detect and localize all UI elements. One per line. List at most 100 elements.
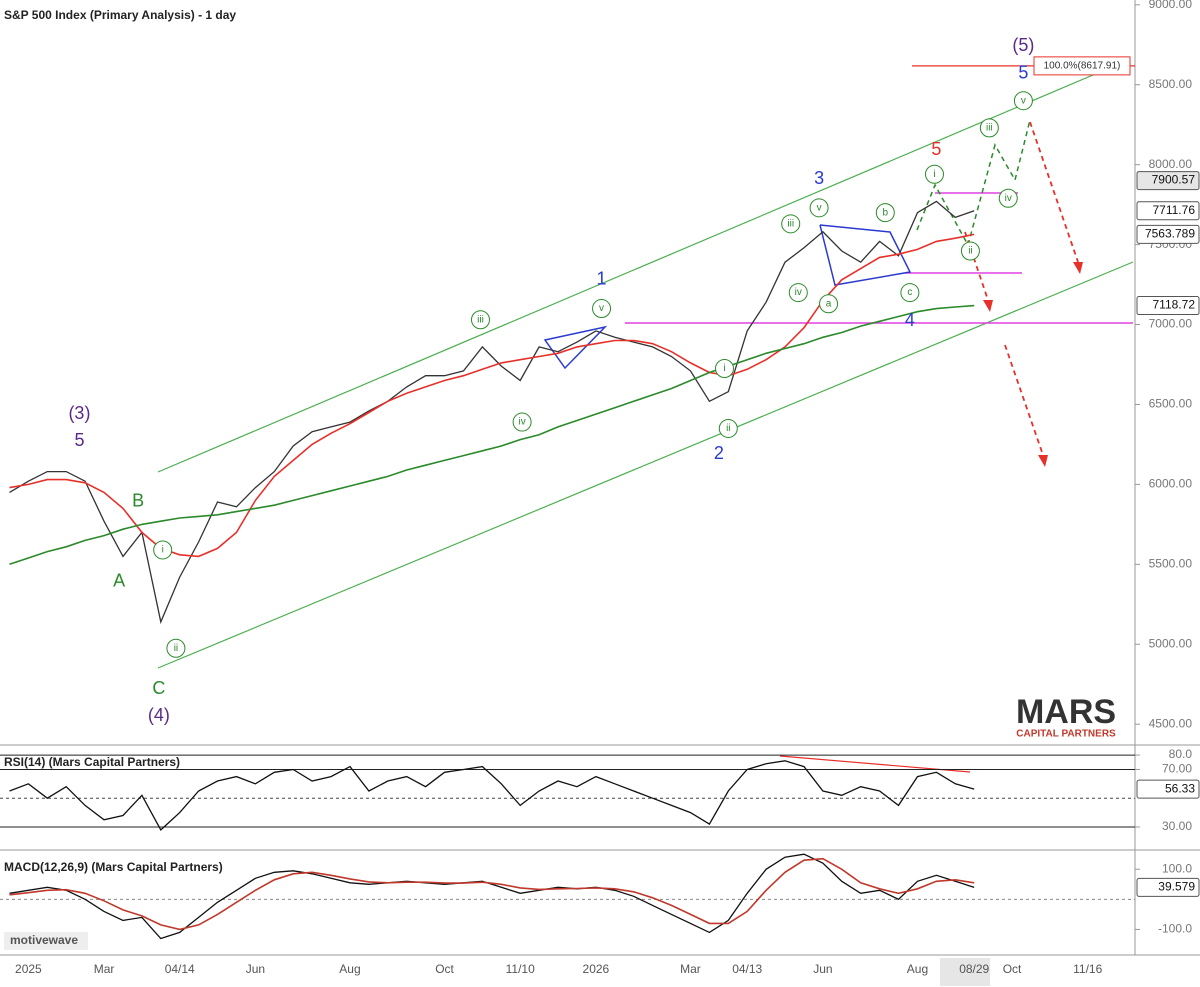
x-tick-label: 2025: [15, 962, 42, 976]
wave-label: iv: [518, 417, 525, 428]
wave-label: a: [826, 298, 832, 309]
x-tick-label: Mar: [94, 962, 115, 976]
wave-label: ii: [726, 423, 730, 434]
price-marker: [1136, 171, 1200, 191]
wave-label: c: [907, 287, 912, 298]
wave-label: iii: [986, 123, 993, 134]
wave-label: iii: [477, 314, 484, 325]
y-tick-label: 6500.00: [1149, 397, 1193, 411]
wave-circle: [875, 203, 895, 223]
arrow-head: [1038, 455, 1048, 467]
arrow-head: [983, 300, 993, 312]
arrow-head: [1073, 262, 1083, 274]
price-marker-label: 7900.57: [1152, 173, 1196, 187]
rsi-title: RSI(14) (Mars Capital Partners): [4, 755, 180, 769]
x-tick-label: Oct: [1003, 962, 1022, 976]
wave-label: 5: [931, 139, 941, 159]
wave-circle: [819, 294, 839, 314]
price-marker-label: 39.579: [1158, 880, 1195, 894]
wave-label: B: [132, 491, 144, 511]
wave-circle: [900, 283, 920, 303]
y-tick-label: 9000.00: [1149, 0, 1193, 11]
wave-circle: [924, 164, 944, 184]
price-marker-label: 7563.789: [1145, 227, 1195, 241]
wave-circle: [788, 283, 808, 303]
arrow: [1004, 344, 1044, 456]
x-tick-label: 04/13: [732, 962, 762, 976]
wave-circle: [718, 418, 738, 438]
price-marker: [1136, 296, 1200, 316]
watermark-box: [4, 932, 88, 950]
series-line: [9, 760, 975, 831]
wave-label: i: [162, 545, 164, 556]
channel-line: [157, 261, 1134, 669]
x-tick-label: 04/14: [165, 962, 195, 976]
wave-label: 5: [74, 430, 84, 450]
x-tick-label: Aug: [907, 962, 928, 976]
wave-label: v: [1021, 95, 1026, 106]
x-tick-label: Jun: [246, 962, 265, 976]
wave-label: (5): [1012, 35, 1034, 55]
y-tick-label: 100.0: [1162, 861, 1192, 875]
wave-label: v: [817, 202, 822, 213]
wave-circle: [470, 310, 490, 330]
chart-title: S&P 500 Index (Primary Analysis) - 1 day: [4, 8, 236, 22]
y-tick-label: 80.0: [1169, 747, 1193, 761]
logo: MARS: [1016, 693, 1116, 731]
target-label: 100.0%(8617.91): [1044, 61, 1121, 72]
wave-circle: [153, 540, 173, 560]
x-tick-label: Mar: [680, 962, 701, 976]
wave-label: 1: [597, 269, 607, 289]
macd-title: MACD(12,26,9) (Mars Capital Partners): [4, 860, 223, 874]
series-line: [9, 857, 975, 931]
wave-label: 3: [814, 168, 824, 188]
wave-label: 5: [1018, 62, 1028, 82]
target-box: [1033, 56, 1131, 76]
y-tick-label: -100.0: [1158, 922, 1192, 936]
wave-label: ii: [968, 246, 972, 257]
wave-circle: [960, 241, 980, 261]
wave-label: i: [933, 169, 935, 180]
logo-subtitle: CAPITAL PARTNERS: [1016, 729, 1116, 740]
x-tick-label: 11/16: [1073, 962, 1102, 976]
y-tick-label: 7000.00: [1149, 317, 1193, 331]
y-tick-label: 8500.00: [1149, 77, 1193, 91]
y-tick-label: 8000.00: [1149, 157, 1193, 171]
wave-label: iv: [795, 287, 802, 298]
wave-circle: [166, 638, 186, 658]
arrow: [1029, 121, 1079, 263]
series-line: [9, 200, 975, 625]
price-marker: [1136, 201, 1200, 221]
wave-label: iii: [787, 218, 794, 229]
price-marker: [1136, 779, 1200, 799]
wave-label: 4: [905, 310, 915, 330]
wave-circle: [592, 299, 612, 319]
wave-label: C: [152, 678, 165, 698]
wave-circle: [1013, 91, 1033, 111]
wave-circle: [781, 214, 801, 234]
date-highlight: [940, 958, 990, 986]
x-tick-label: 2026: [583, 962, 610, 976]
watermark: motivewave: [10, 933, 78, 947]
wave-label: ii: [174, 643, 178, 654]
y-tick-label: 70.00: [1162, 762, 1192, 776]
wave-label: A: [113, 571, 125, 591]
wave-label: (4): [148, 705, 170, 725]
wave-label: 2: [714, 443, 724, 463]
x-tick-label: 08/29: [959, 962, 989, 976]
price-marker-label: 7118.72: [1153, 298, 1196, 312]
x-tick-label: Oct: [435, 962, 454, 976]
y-tick-label: 6000.00: [1149, 477, 1193, 491]
series-line: [9, 304, 975, 566]
price-marker: [1136, 877, 1200, 897]
x-tick-label: Aug: [339, 962, 360, 976]
price-marker: [1136, 224, 1200, 244]
wave-circle: [715, 359, 735, 379]
y-tick-label: 30.00: [1162, 819, 1192, 833]
y-tick-label: 4500.00: [1149, 716, 1193, 730]
y-tick-label: 5000.00: [1149, 636, 1193, 650]
price-marker-label: 7711.76: [1153, 203, 1196, 217]
wave-circle: [998, 188, 1018, 208]
